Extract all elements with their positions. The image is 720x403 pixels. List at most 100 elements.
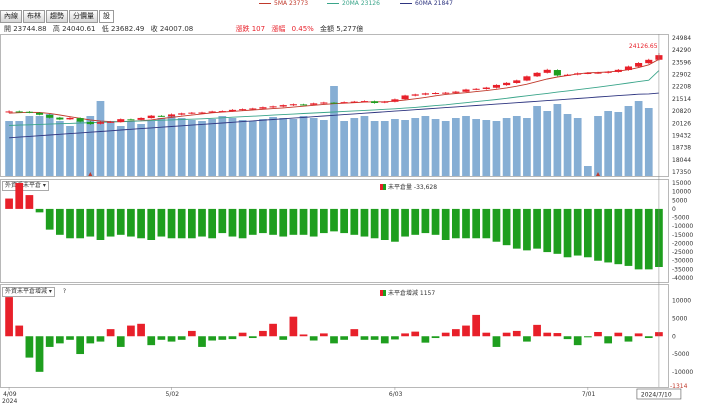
volume-bar <box>421 116 430 176</box>
oi-change-bar <box>472 314 481 337</box>
net-oi-bar <box>66 208 74 239</box>
oi-change-bar <box>45 336 54 347</box>
oi-change-bar <box>583 336 592 338</box>
net-oi-bar <box>655 208 663 267</box>
candle-body <box>452 91 460 93</box>
volume-bar <box>451 118 460 176</box>
panel2-indicator-select[interactable]: 外資淨未平倉 ▾ <box>2 181 49 191</box>
candle-body <box>350 101 358 103</box>
ma20-label: 20MA 23126 <box>342 0 380 7</box>
tab-price-volume[interactable]: 分價量 <box>69 10 98 23</box>
tab-inner-line[interactable]: 內線 <box>0 10 22 23</box>
panel3-title-text: 外資未平倉增減 <box>5 288 48 295</box>
help-icon[interactable]: ? <box>62 288 67 295</box>
net-oi-tick-label: -15000 <box>672 232 693 239</box>
volume-bar <box>350 118 359 176</box>
net-oi-bar <box>350 208 359 235</box>
oi-change-tick-label: -5000 <box>672 351 690 358</box>
net-oi-bars <box>5 183 663 270</box>
candle-body <box>492 84 501 88</box>
candle-body <box>462 89 470 92</box>
net-oi-bar <box>482 208 491 239</box>
oi-change-bar <box>644 336 653 339</box>
net-oi-bar <box>553 208 562 254</box>
oi-change-bar <box>15 325 24 337</box>
net-oi-tick-label: 10000 <box>672 189 691 196</box>
net-oi-bar <box>167 208 176 239</box>
event-marker <box>88 172 93 176</box>
net-oi-bar <box>116 208 125 235</box>
volume-bar <box>76 121 85 176</box>
oi-change-bar <box>299 334 308 337</box>
candle-body <box>310 103 318 105</box>
net-oi-bar <box>96 208 105 240</box>
volume-bar <box>198 121 206 176</box>
oi-change-bar <box>350 329 359 337</box>
net-oi-bar <box>512 208 521 249</box>
candle-body <box>614 69 622 72</box>
oi-change-tick-label: 5000 <box>672 315 687 322</box>
tab-bollinger[interactable]: 布林 <box>23 10 45 23</box>
candle-body <box>5 111 13 113</box>
oi-change-bar <box>614 332 623 337</box>
candle-body <box>228 109 237 112</box>
oi-change-bar <box>330 336 338 344</box>
price-tick-label: 18738 <box>672 145 691 152</box>
volume-bar <box>218 116 227 176</box>
candle-body <box>299 104 308 106</box>
cursor-date-label: 2024/7/10 <box>641 392 672 399</box>
amount-value: 金額 5,277億 <box>320 25 364 33</box>
candlesticks: 24126.65 <box>5 43 663 125</box>
volume-bar <box>299 116 308 176</box>
volume-bar <box>391 119 399 176</box>
net-oi-bar <box>451 208 460 239</box>
volume-bar <box>259 119 267 176</box>
volume-bar <box>248 121 257 176</box>
net-oi-bar <box>462 208 470 239</box>
tab-trend[interactable]: 趨勢 <box>46 10 68 23</box>
oi-change-bar <box>96 336 105 342</box>
candle-body <box>279 105 287 107</box>
volume-bar <box>35 116 44 176</box>
ma20-line <box>9 70 660 126</box>
net-oi-bar <box>25 195 34 209</box>
tab-settings[interactable]: 設 <box>99 10 114 23</box>
candle-body <box>340 102 348 104</box>
oi-change-bar <box>218 336 227 340</box>
candle-body <box>371 101 379 104</box>
oi-change-bar <box>431 336 440 339</box>
oi-change-bar <box>76 336 85 355</box>
panel2-legend: 未平倉量 -33,628 <box>380 182 437 191</box>
oi-change-bar <box>55 336 64 344</box>
oi-change-bar <box>187 330 196 337</box>
volume-bar <box>604 111 613 176</box>
volume-bar <box>533 106 541 176</box>
net-oi-bar <box>127 208 135 237</box>
oi-change-bar <box>655 332 663 337</box>
candle-body <box>178 113 186 115</box>
candle-body <box>472 88 480 90</box>
candle-body <box>208 111 216 113</box>
change-pct-value: 0.45% <box>291 25 314 33</box>
candle-body <box>198 112 206 114</box>
oi-change-bar <box>238 332 247 337</box>
x-tick-label: 7/01 <box>582 391 596 398</box>
candle-body <box>86 121 94 125</box>
oi-change-bar <box>66 336 74 340</box>
volume-bar <box>502 118 511 176</box>
price-tick-label: 20820 <box>672 108 691 115</box>
panel-frame-3 <box>0 284 669 388</box>
oi-change-bar <box>380 336 389 344</box>
price-tick-label: 21514 <box>672 96 691 103</box>
volume-bar <box>573 118 582 176</box>
panel3-indicator-select[interactable]: 外資未平倉增減 ▾ <box>2 287 55 297</box>
volume-bar <box>25 116 34 176</box>
net-oi-bar <box>502 208 511 246</box>
candle-body <box>35 112 44 115</box>
volume-bar <box>594 116 602 176</box>
oi-change-bar <box>360 336 369 340</box>
panel2-title: 外資淨未平倉 ▾ <box>2 181 49 191</box>
candle-body <box>543 69 551 73</box>
volume-bar <box>96 101 105 176</box>
